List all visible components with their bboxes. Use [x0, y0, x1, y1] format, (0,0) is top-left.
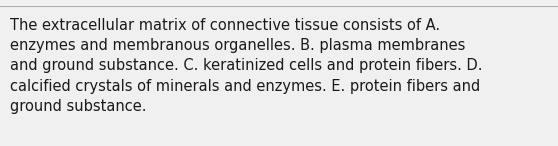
Text: The extracellular matrix of connective tissue consists of A.
enzymes and membran: The extracellular matrix of connective t… [10, 18, 483, 114]
